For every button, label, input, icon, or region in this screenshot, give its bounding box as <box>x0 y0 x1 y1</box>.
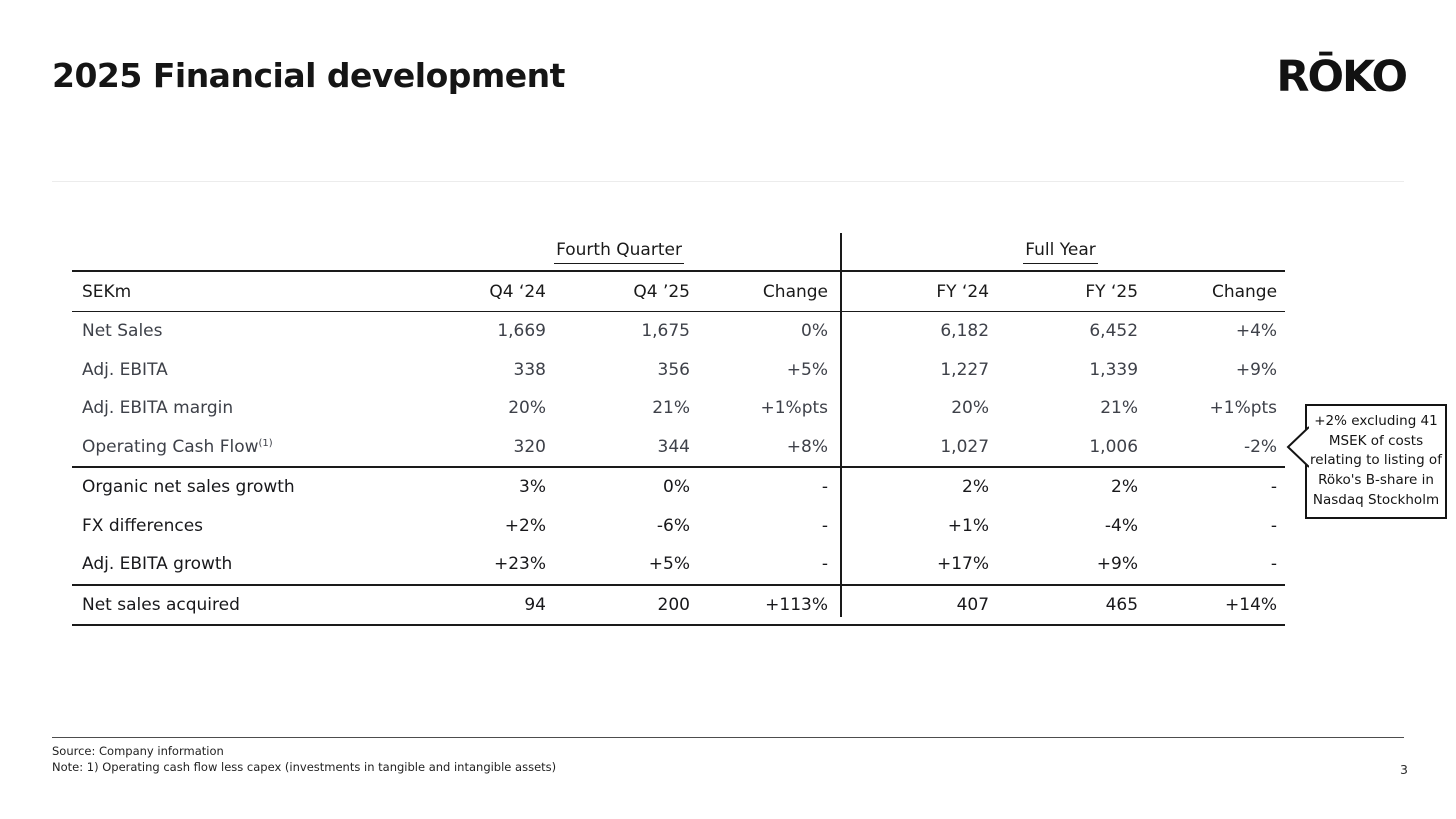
group-header-row: Fourth Quarter Full Year <box>72 230 1285 271</box>
cell-fy-25: -4% <box>1104 515 1139 536</box>
financial-table-grid: Fourth Quarter Full Year SEKm Q4 ‘24 Q4 … <box>72 230 1286 626</box>
cell-fy-change: +9% <box>1235 359 1278 380</box>
column-header-sekm: SEKm <box>72 270 402 312</box>
row-label: Organic net sales growth <box>82 477 295 498</box>
cell-fy-24: 1,227 <box>940 359 990 380</box>
cell-q4-24: 320 <box>513 436 546 457</box>
table-row: Adj. EBITA margin 20% 21% +1%pts 20% 21%… <box>72 389 1285 428</box>
cell-fy-change: - <box>1270 554 1278 575</box>
group-header-fourth-quarter-label: Fourth Quarter <box>554 240 684 264</box>
group-header-full-year: Full Year <box>836 230 1285 271</box>
row-label: Net Sales <box>82 321 163 342</box>
page-number: 3 <box>1400 762 1408 777</box>
cell-fy-24: +17% <box>936 554 990 575</box>
cell-fy-change: +14% <box>1225 594 1278 615</box>
column-header-row: SEKm Q4 ‘24 Q4 ’25 Change FY ‘24 FY ‘25 … <box>72 270 1286 312</box>
column-header-fy-25: FY ‘25 <box>989 270 1139 312</box>
cell-fy-24: 20% <box>951 398 990 419</box>
cell-fy-25: 2% <box>1111 477 1139 498</box>
cell-fy-change: +1%pts <box>1209 398 1278 419</box>
cell-fy-change: -2% <box>1243 436 1278 457</box>
cell-q-change: +5% <box>786 359 829 380</box>
footnote-marker: (1) <box>258 437 273 449</box>
callout-annotation: +2% excluding 41 MSEK of costs relating … <box>1305 404 1447 519</box>
cell-fy-25: 465 <box>1105 594 1139 615</box>
cell-q4-24: 20% <box>508 398 546 419</box>
row-label: FX differences <box>82 515 204 536</box>
cell-fy-24: 2% <box>962 477 990 498</box>
cell-q4-24: +23% <box>493 554 546 575</box>
cell-q4-25: 21% <box>652 398 690 419</box>
column-header-q4-24: Q4 ‘24 <box>402 270 546 312</box>
table-row: Adj. EBITA 338 356 +5% 1,227 1,339 +9% <box>72 351 1285 390</box>
cell-fy-25: +9% <box>1096 554 1139 575</box>
roko-logo: RŌKO <box>1276 52 1408 102</box>
cell-fy-24: 407 <box>956 594 990 615</box>
table-row: Net sales acquired 94 200 +113% 407 465 … <box>72 584 1286 625</box>
cell-q4-25: +5% <box>648 554 690 575</box>
cell-q-change: +8% <box>786 436 829 457</box>
group-header-full-year-label: Full Year <box>1023 240 1098 264</box>
footer-source: Source: Company information <box>52 744 224 758</box>
cell-q4-25: 344 <box>657 436 690 457</box>
cell-fy-24: 1,027 <box>940 436 990 457</box>
group-header-fourth-quarter: Fourth Quarter <box>402 230 836 271</box>
footer-divider <box>52 737 1404 738</box>
table-row: Organic net sales growth 3% 0% - 2% 2% - <box>72 467 1286 507</box>
cell-q4-24: +2% <box>504 515 546 536</box>
cell-fy-25: 1,006 <box>1089 436 1139 457</box>
column-header-fy-change: Change <box>1138 270 1286 312</box>
cell-fy-25: 21% <box>1100 398 1139 419</box>
row-label: Operating Cash Flow(1) <box>82 436 273 457</box>
row-label: Adj. EBITA <box>82 359 168 380</box>
column-header-q4-25: Q4 ’25 <box>546 270 690 312</box>
cell-q4-24: 338 <box>513 359 546 380</box>
cell-q-change: +1%pts <box>760 398 829 419</box>
cell-q4-25: -6% <box>656 515 690 536</box>
cell-q4-25: 356 <box>657 359 690 380</box>
cell-fy-25: 6,452 <box>1089 321 1139 342</box>
page-title: 2025 Financial development <box>52 56 565 95</box>
row-label: Adj. EBITA growth <box>82 554 233 575</box>
cell-q4-25: 200 <box>657 594 690 615</box>
title-divider <box>52 181 1404 182</box>
cell-q-change: - <box>821 477 829 498</box>
cell-q-change: 0% <box>801 321 829 342</box>
financial-table: Fourth Quarter Full Year SEKm Q4 ‘24 Q4 … <box>72 230 1286 626</box>
row-label: Adj. EBITA margin <box>82 398 234 419</box>
table-row: Adj. EBITA growth +23% +5% - +17% +9% - <box>72 545 1285 585</box>
cell-q-change: - <box>821 554 829 575</box>
callout-pointer-arrow <box>1286 426 1309 468</box>
cell-fy-change: - <box>1270 477 1278 498</box>
cell-fy-24: 6,182 <box>940 321 990 342</box>
cell-fy-change: - <box>1270 515 1278 536</box>
table-vertical-divider <box>840 233 842 617</box>
footer-note: Note: 1) Operating cash flow less capex … <box>52 759 557 774</box>
cell-fy-24: +1% <box>947 515 990 536</box>
table-row: Operating Cash Flow(1) 320 344 +8% 1,027… <box>72 428 1285 468</box>
column-header-q-change: Change <box>690 270 837 312</box>
row-label: Net sales acquired <box>82 594 240 615</box>
cell-q4-24: 3% <box>519 477 546 498</box>
cell-q4-25: 1,675 <box>641 321 690 342</box>
cell-q-change: - <box>821 515 829 536</box>
table-row: Net Sales 1,669 1,675 0% 6,182 6,452 +4% <box>72 312 1285 351</box>
cell-fy-25: 1,339 <box>1089 359 1139 380</box>
column-header-fy-24: FY ‘24 <box>836 270 990 312</box>
cell-q4-24: 1,669 <box>497 321 546 342</box>
group-header-spacer <box>72 230 402 271</box>
cell-q4-25: 0% <box>663 477 690 498</box>
cell-q-change: +113% <box>765 594 829 615</box>
table-body: Net Sales 1,669 1,675 0% 6,182 6,452 +4%… <box>72 312 1286 625</box>
table-row: FX differences +2% -6% - +1% -4% - <box>72 507 1285 546</box>
footer: Source: Company information Note: 1) Ope… <box>52 744 556 775</box>
cell-q4-24: 94 <box>524 594 546 615</box>
cell-fy-change: +4% <box>1235 321 1278 342</box>
